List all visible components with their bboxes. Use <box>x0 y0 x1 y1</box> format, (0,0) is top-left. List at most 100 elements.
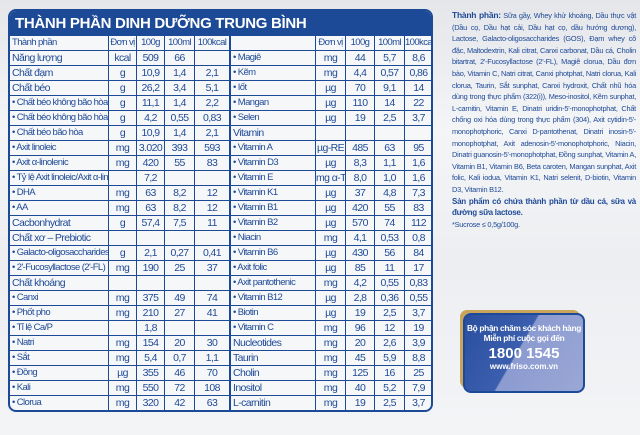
per-100ml: 0,55 <box>375 276 405 290</box>
per-100ml: 0,36 <box>375 291 405 305</box>
column-header: 100kcal <box>405 37 432 48</box>
table-row: • Biotin µg 19 2,5 3,7 <box>231 306 431 321</box>
per-100g: 2,8 <box>346 291 375 305</box>
unit: mg <box>316 366 346 380</box>
per-100ml: 46 <box>165 366 195 380</box>
per-100kcal: 1,1 <box>195 351 230 365</box>
per-100ml: 0,57 <box>375 66 405 80</box>
nutrient-name: • Vitamin B1 <box>231 201 316 215</box>
table-row: Cacbonhydrat g 57,4 7,5 11 <box>10 216 230 231</box>
per-100g <box>137 231 165 245</box>
unit: mg <box>316 66 346 80</box>
column-header: 100ml <box>375 36 405 50</box>
ingredients-label: Thành phần: <box>452 10 501 20</box>
hotline-website[interactable]: www.friso.com.vn <box>489 362 559 371</box>
per-100ml: 2,5 <box>375 396 405 410</box>
unit: µg <box>316 81 346 95</box>
unit: g <box>109 111 137 125</box>
per-100g: 4,2 <box>346 276 375 290</box>
per-100ml: 56 <box>375 246 405 260</box>
table-row: • Selen µg 19 2,5 3,7 <box>231 111 431 126</box>
per-100g: 10,9 <box>137 66 165 80</box>
per-100g: 110 <box>346 96 375 110</box>
per-100kcal <box>195 231 230 245</box>
table-row: Nucleotides mg 20 2,6 3,9 <box>231 336 431 351</box>
per-100g: 8,0 <box>346 171 375 185</box>
nutrient-name: L-carnitin <box>231 396 316 410</box>
per-100ml: 11 <box>375 261 405 275</box>
unit <box>109 231 137 245</box>
per-100kcal: 22 <box>413 97 424 109</box>
customer-care-hotline-box: Bộ phận chăm sóc khách hàng Miễn phí cuộ… <box>463 313 585 393</box>
per-100g <box>137 276 165 290</box>
nutrient-name: • Vitamin A <box>231 141 316 155</box>
per-100ml: 2,5 <box>375 306 405 320</box>
per-100ml: 1,4 <box>165 96 195 110</box>
nutrient-name: Nucleotides <box>231 336 316 350</box>
per-100g: 63 <box>137 201 165 215</box>
unit: µg <box>316 111 346 125</box>
nutrient-name: • Axit pantothenic <box>231 276 316 290</box>
per-100ml <box>165 321 195 335</box>
table-row: Chất khoáng <box>10 276 230 291</box>
table-row: • Vitamin B1 µg 420 55 83 <box>231 201 431 216</box>
nutrient-name: Chất đạm <box>10 66 109 80</box>
table-row: • Axit linoleic mg 3.020 393 593 <box>10 141 230 156</box>
unit: µg <box>316 156 346 170</box>
per-100ml: 0,55 <box>165 111 195 125</box>
per-100g: 550 <box>137 381 165 395</box>
table-row: Taurin mg 45 5,9 8,8 <box>231 351 431 366</box>
per-100g: 37 <box>346 186 375 200</box>
nutrient-name: • Vitamin B6 <box>231 246 316 260</box>
hotline-phone[interactable]: 1800 1545 <box>488 345 560 362</box>
per-100kcal: 1,6 <box>412 157 425 169</box>
per-100kcal: 108 <box>195 381 230 395</box>
nutrition-table-left: Thành phần Đơn vị 100g 100ml 100kcal Năng lượ… <box>10 36 230 410</box>
per-100g: 509 <box>137 51 165 65</box>
per-100g: 20 <box>346 336 375 350</box>
unit: g <box>109 96 137 110</box>
unit: µg <box>316 186 346 200</box>
per-100kcal <box>195 171 230 185</box>
nutrient-name: • Clorua <box>10 396 109 410</box>
nutrient-name: Chất khoáng <box>10 276 109 290</box>
nutrient-name: • Vitamin D3 <box>231 156 316 170</box>
per-100kcal: 5,1 <box>195 81 230 95</box>
unit: µg <box>316 306 346 320</box>
nutrient-name: • Chất béo bão hòa <box>10 126 109 140</box>
per-100ml: 5,7 <box>375 51 405 65</box>
nutrient-name: • Phốt pho <box>10 306 109 320</box>
table-row: Vitamin <box>231 126 431 141</box>
nutrient-name: • Chất béo không bão hòa đa <box>12 111 109 125</box>
per-100ml: 42 <box>165 396 195 410</box>
per-100ml: 5,9 <box>375 351 405 365</box>
table-row: • Natri mg 154 20 30 <box>10 336 230 351</box>
per-100kcal: 3,7 <box>412 307 425 319</box>
per-100kcal: 0,8 <box>412 232 425 244</box>
column-header: Đơn vị <box>316 36 346 50</box>
per-100g: 10,9 <box>137 126 165 140</box>
unit: mg <box>109 306 137 320</box>
column-header: 100g <box>137 36 165 50</box>
table-row: • Vitamin Emg α-TE8,01,0 1,6 <box>231 171 431 186</box>
table-header-row: Thành phần Đơn vị 100g 100ml 100kcal <box>10 36 230 51</box>
hotline-line2: Miễn phí cuộc gọi đến <box>483 333 565 343</box>
per-100g: 19 <box>346 111 375 125</box>
table-row: • Axit pantothenic mg 4,2 0,55 0,83 <box>231 276 431 291</box>
per-100g: 320 <box>137 396 165 410</box>
per-100kcal: 25 <box>413 367 424 379</box>
table-row: • Axit α-linolenic mg 420 55 83 <box>10 156 230 171</box>
nutrient-name: • Selen <box>231 111 316 125</box>
table-row: Năng lượng kcal 509 66 <box>10 51 230 66</box>
per-100kcal: 0,83 <box>409 277 428 289</box>
table-row: • AA mg 63 8,2 12 <box>10 201 230 216</box>
column-header: Thành phần <box>10 36 109 50</box>
per-100ml: 2,5 <box>375 111 405 125</box>
nutrient-name: • Iốt <box>231 81 316 95</box>
nutrient-name: • Vitamin C <box>231 321 316 335</box>
nutrient-name: • Mangan <box>231 96 316 110</box>
per-100kcal: 112 <box>411 217 427 229</box>
per-100g: 40 <box>346 381 375 395</box>
per-100kcal: 3,7 <box>412 397 425 409</box>
